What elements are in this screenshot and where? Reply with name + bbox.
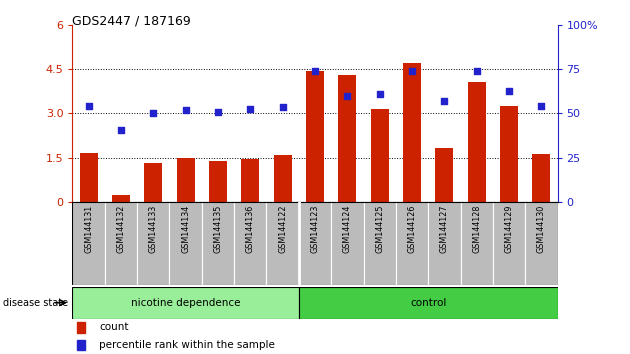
- Bar: [72, 202, 105, 285]
- Point: [407, 68, 417, 73]
- Text: GSM144133: GSM144133: [149, 204, 158, 252]
- Text: GSM144132: GSM144132: [117, 204, 125, 253]
- Text: GSM144136: GSM144136: [246, 204, 255, 252]
- Point: [245, 106, 255, 112]
- Text: GSM144127: GSM144127: [440, 204, 449, 253]
- Point: [439, 99, 449, 104]
- Bar: [169, 202, 202, 285]
- Bar: [202, 202, 234, 285]
- Bar: [209, 161, 227, 202]
- Text: disease state: disease state: [3, 298, 68, 308]
- Point: [213, 110, 223, 115]
- Bar: [144, 163, 162, 202]
- Bar: [266, 202, 299, 285]
- Bar: [112, 195, 130, 202]
- Point: [148, 110, 158, 116]
- Bar: [299, 202, 331, 285]
- Bar: [468, 82, 486, 202]
- Text: GSM144125: GSM144125: [375, 204, 384, 253]
- Text: GSM144134: GSM144134: [181, 204, 190, 252]
- Point: [472, 68, 482, 73]
- Point: [536, 103, 546, 109]
- Bar: [306, 70, 324, 202]
- Bar: [105, 202, 137, 285]
- Point: [504, 88, 514, 94]
- Text: GSM144129: GSM144129: [505, 204, 513, 253]
- Bar: [274, 155, 292, 202]
- Bar: [137, 202, 169, 285]
- Bar: [77, 322, 84, 333]
- Bar: [532, 154, 550, 202]
- Text: GSM144126: GSM144126: [408, 204, 416, 253]
- Text: percentile rank within the sample: percentile rank within the sample: [99, 340, 275, 350]
- Text: GSM144124: GSM144124: [343, 204, 352, 253]
- Bar: [493, 202, 525, 285]
- Text: GSM144131: GSM144131: [84, 204, 93, 252]
- Bar: [435, 148, 453, 202]
- Point: [181, 108, 191, 113]
- Bar: [72, 287, 299, 319]
- Point: [310, 68, 320, 73]
- Text: GSM144128: GSM144128: [472, 204, 481, 253]
- Point: [116, 127, 126, 132]
- Bar: [428, 202, 461, 285]
- Text: GSM144135: GSM144135: [214, 204, 222, 253]
- Text: GDS2447 / 187169: GDS2447 / 187169: [72, 14, 191, 27]
- Text: GSM144122: GSM144122: [278, 204, 287, 253]
- Bar: [299, 287, 558, 319]
- Bar: [177, 158, 195, 202]
- Bar: [80, 153, 98, 202]
- Bar: [77, 340, 84, 350]
- Bar: [371, 109, 389, 202]
- Point: [84, 103, 94, 109]
- Bar: [525, 202, 558, 285]
- Text: nicotine dependence: nicotine dependence: [131, 298, 241, 308]
- Text: count: count: [99, 322, 129, 332]
- Bar: [403, 63, 421, 202]
- Bar: [241, 159, 259, 202]
- Text: GSM144123: GSM144123: [311, 204, 319, 253]
- Point: [375, 91, 385, 97]
- Point: [342, 93, 352, 98]
- Text: GSM144130: GSM144130: [537, 204, 546, 252]
- Bar: [331, 202, 364, 285]
- Point: [278, 104, 288, 110]
- Text: control: control: [410, 298, 447, 308]
- Bar: [364, 202, 396, 285]
- Bar: [461, 202, 493, 285]
- Bar: [234, 202, 266, 285]
- Bar: [396, 202, 428, 285]
- Bar: [338, 75, 356, 202]
- Bar: [500, 106, 518, 202]
